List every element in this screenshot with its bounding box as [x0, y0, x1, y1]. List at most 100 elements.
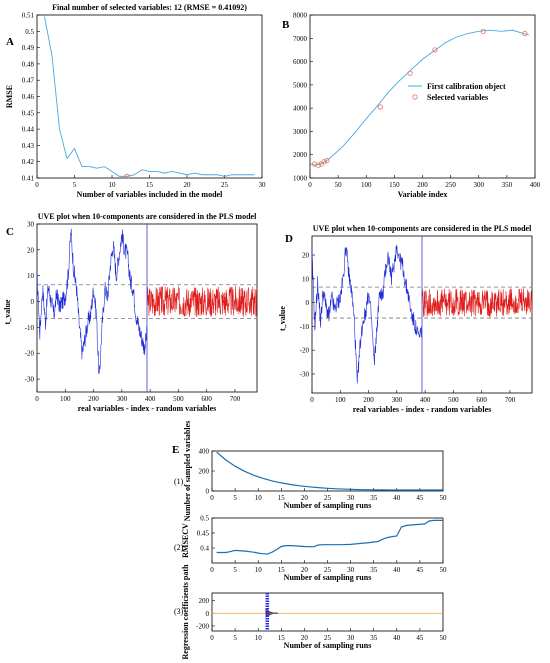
panel-b-y-tick-label: 4000: [293, 105, 308, 113]
panel-e3-y-tick-label: -200: [196, 622, 209, 630]
panel-d-x-tick-label: 600: [476, 396, 487, 404]
panel-e3-x-tick-label: 40: [393, 634, 401, 642]
panel-e2-x-tick-label: 30: [347, 566, 355, 574]
panel-d-y-tick-label: 20: [302, 252, 310, 260]
panel-e2: 0 5 10 15 20 25 30 35 40 45 50 0.4 0.45 0.5 Number of …: [181, 515, 447, 583]
panel-d-x-tick-label: 200: [363, 396, 374, 404]
panel-e2-rmsecv-line: [216, 519, 443, 555]
panel-d-y-tick-label: 0: [306, 299, 310, 307]
panel-c-x-tick-label: 400: [145, 395, 156, 403]
panel-c-real-variables-line: [36, 228, 148, 374]
panel-b-y-tick-label: 3000: [293, 128, 308, 136]
panel-d-y-tick-label: -10: [300, 323, 310, 331]
panel-c: 0 100 200 300 400 500 600 700 -30 -20 -10 0 10 20 30 re…: [3, 212, 258, 413]
panel-a-y-tick-label: 0.43: [22, 142, 35, 150]
panel-a-y-tick-label: 0.47: [22, 77, 35, 85]
panel-e2-x-tick-label: 35: [370, 566, 378, 574]
panel-e1-y-axis-label: Number of sampled variables: [183, 421, 192, 522]
panel-letter-c: C: [6, 226, 14, 238]
panel-e3-y-tick-label: 0: [206, 610, 210, 618]
panel-d-x-axis-label: real variables - index - random variable…: [353, 405, 492, 414]
panel-b-selected-point: [432, 47, 438, 53]
panel-e1-x-tick-label: 5: [233, 494, 237, 502]
panel-a-y-tick-label: 0.48: [22, 60, 35, 68]
panel-c-x-tick-label: 200: [88, 395, 99, 403]
panel-d-x-tick-label: 100: [335, 396, 346, 404]
panel-letter-d: D: [285, 233, 293, 245]
panel-e3-x-tick-label: 10: [255, 634, 263, 642]
panel-b-legend-label-calibration: First calibration object: [427, 82, 506, 91]
panel-c-y-tick-label: -30: [25, 376, 35, 384]
panel-b-selected-point: [480, 28, 486, 34]
panel-e2-y-axis-label: RMSECV: [181, 523, 190, 558]
panel-a-title: Final number of selected variables: 12 (…: [52, 3, 247, 12]
panel-e3-y-axis-label: Regression coefficients path: [181, 564, 190, 660]
panel-e2-x-tick-label: 5: [233, 566, 237, 574]
panel-e2-x-tick-label: 25: [324, 566, 332, 574]
panel-a-x-tick-label: 30: [259, 181, 267, 189]
panel-e1-x-tick-label: 30: [347, 494, 355, 502]
panel-e1-y-tick-label: 400: [199, 448, 210, 456]
panel-e3-x-axis-label: Number of sampling runs: [284, 641, 372, 650]
panel-b-x-tick-label: 50: [335, 181, 343, 189]
panel-b-x-tick-label: 0: [308, 181, 312, 189]
panel-c-x-axis-label: real variables - index - random variable…: [78, 404, 217, 413]
panel-d-x-tick-label: 400: [420, 396, 431, 404]
panel-a-x-tick-label: 25: [221, 181, 229, 189]
panel-b-y-tick-label: 1000: [293, 175, 308, 183]
panel-c-y-tick-label: -20: [25, 350, 35, 358]
panel-b-y-tick-label: 7000: [293, 35, 308, 43]
panel-c-y-tick-label: 10: [27, 272, 35, 280]
panel-d-x-tick-label: 300: [392, 396, 403, 404]
panel-b-y-tick-label: 8000: [293, 12, 308, 20]
panel-letter-a: A: [6, 36, 14, 48]
panel-e1-plot-frame: [211, 450, 444, 492]
panel-b-selected-point: [377, 104, 383, 110]
panel-e3-x-tick-label: 30: [347, 634, 355, 642]
panel-e1-x-axis-label: Number of sampling runs: [284, 501, 372, 510]
panel-a: 0 5 10 15 20 25 30 0.41 0.42 0.43 0.44 0.45 0.46 0.47…: [5, 3, 266, 199]
panel-e3-y-tick-label: 200: [199, 597, 210, 605]
subpanel-label-3: (3): [174, 607, 184, 616]
panel-b-x-tick-label: 300: [474, 181, 485, 189]
panel-b-y-tick-label: 5000: [293, 81, 308, 89]
panel-b: 0 50 100 150 200 250 300 350 400 1000 2000 3000 4000…: [293, 12, 541, 200]
panel-e2-y-tick-label: 0.45: [197, 530, 210, 538]
panel-a-rmse-line: [44, 16, 255, 177]
panel-a-y-tick-label: 0.44: [22, 126, 35, 134]
panel-e2-x-axis-label: Number of sampling runs: [284, 573, 372, 582]
panel-e1-sampled-variables-line: [216, 451, 443, 491]
panel-e3-x-tick-label: 25: [324, 634, 332, 642]
panel-b-x-axis-label: Variable index: [398, 190, 448, 199]
panel-a-y-tick-label: 0.42: [22, 158, 35, 166]
panel-a-x-tick-label: 15: [146, 181, 154, 189]
panel-c-x-tick-label: 700: [230, 395, 241, 403]
panel-e2-y-tick-label: 0.5: [200, 515, 209, 523]
panel-a-y-tick-label: 0.49: [22, 44, 35, 52]
panel-e1-x-tick-label: 40: [393, 494, 401, 502]
panel-a-y-tick-label: 0.45: [22, 109, 35, 117]
panel-b-x-tick-label: 250: [445, 181, 456, 189]
panel-e3-x-tick-label: 35: [370, 634, 378, 642]
panel-letter-b: B: [282, 19, 290, 31]
panel-e1-y-tick-label: 200: [199, 468, 210, 476]
panel-e2-x-tick-label: 20: [301, 566, 309, 574]
panel-d-y-tick-label: -30: [300, 370, 310, 378]
panel-a-x-tick-label: 10: [109, 181, 117, 189]
panel-e1-x-tick-label: 15: [278, 494, 286, 502]
panel-a-y-tick-label: 0.46: [22, 93, 35, 101]
panel-b-selected-point: [315, 162, 322, 168]
panel-b-y-tick-label: 6000: [293, 58, 308, 66]
panel-b-x-tick-label: 400: [530, 181, 541, 189]
panel-e3-x-tick-label: 5: [233, 634, 237, 642]
panel-e2-x-tick-label: 45: [416, 566, 424, 574]
panel-e3-plot-frame: [211, 592, 444, 632]
panel-letter-e: E: [172, 444, 179, 456]
panel-c-y-tick-label: 30: [27, 221, 35, 229]
panel-a-y-axis-label: RMSE: [5, 85, 14, 108]
panel-e3-x-tick-label: 15: [278, 634, 286, 642]
panel-d-x-tick-label: 0: [310, 396, 314, 404]
panel-c-x-tick-label: 100: [60, 395, 71, 403]
panel-a-x-tick-label: 20: [184, 181, 192, 189]
